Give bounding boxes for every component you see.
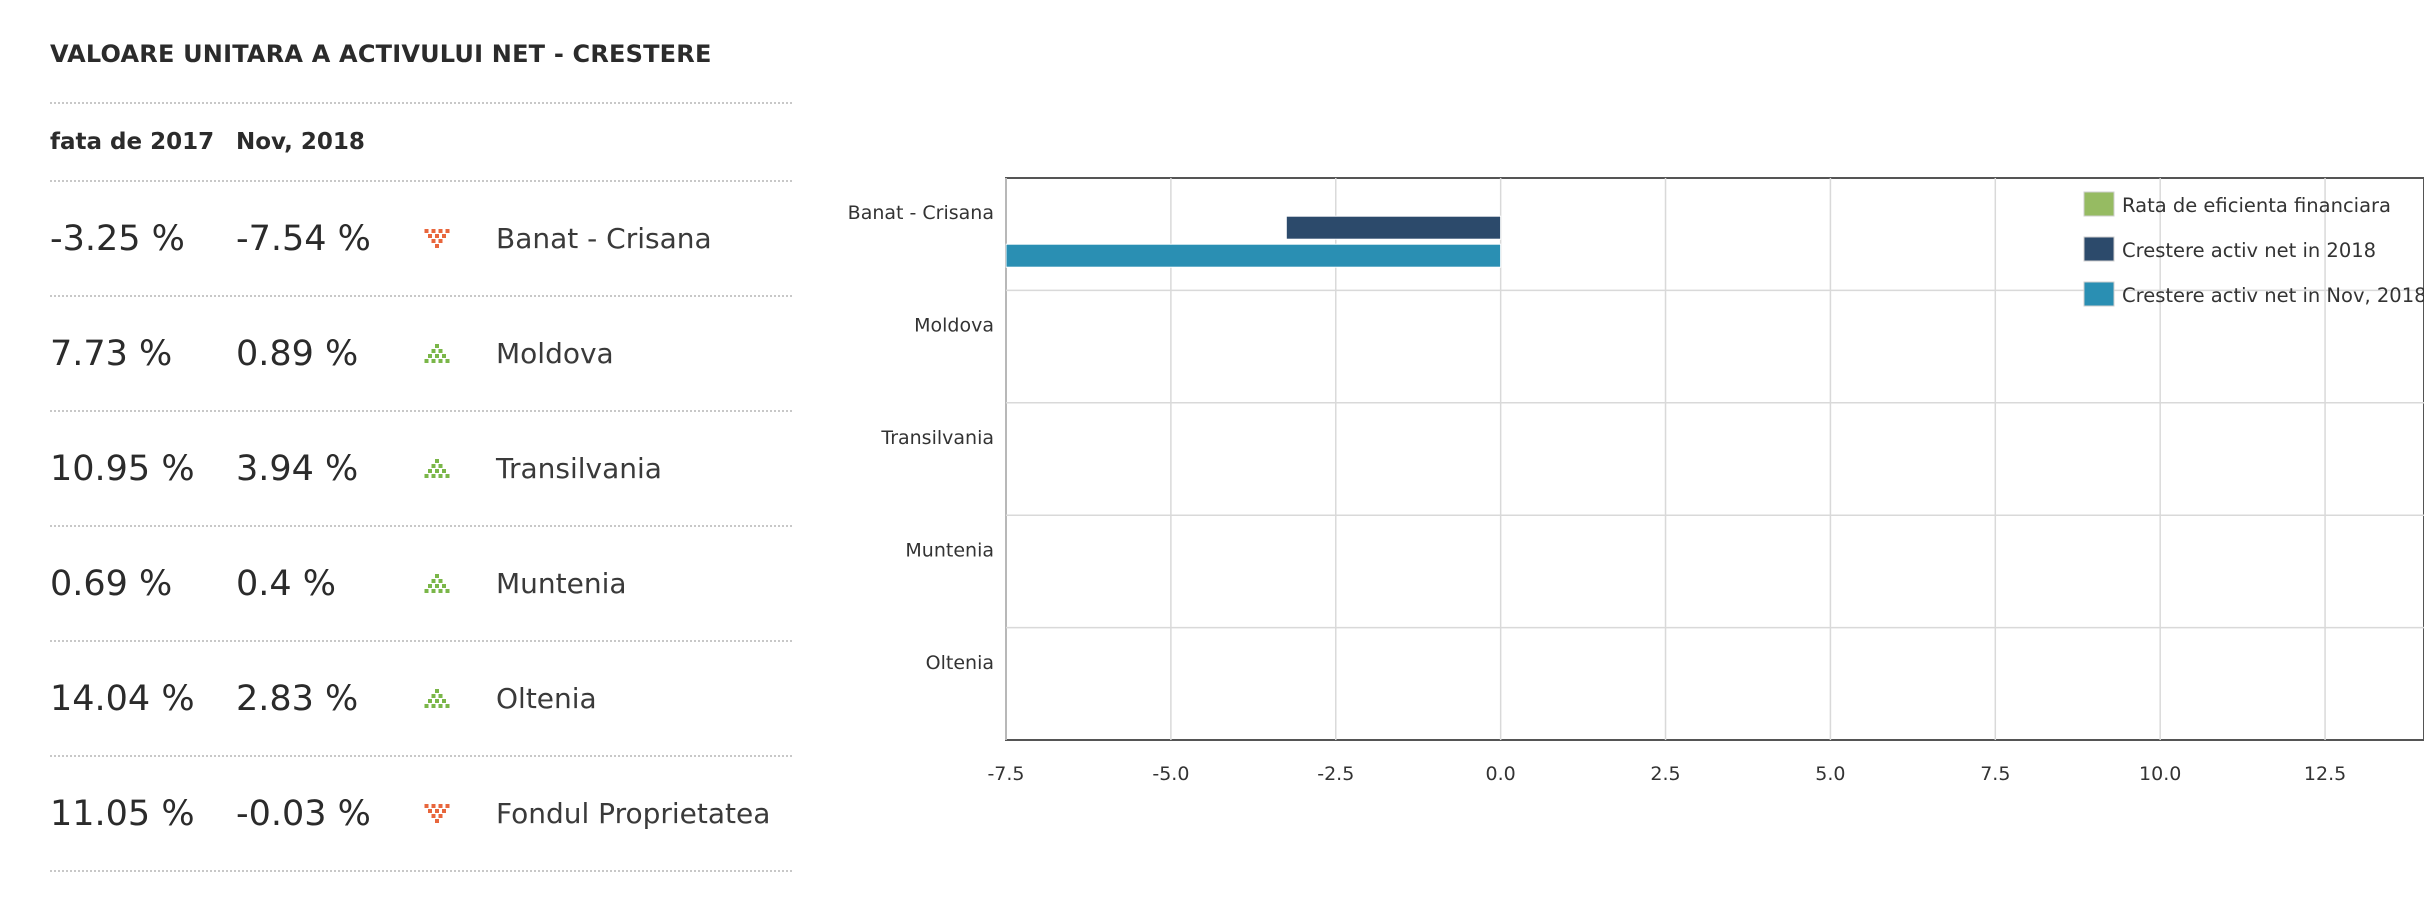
list-item: 0.69 % 0.4 % Muntenia (50, 525, 792, 640)
x-tick-label: 10.0 (2139, 763, 2181, 785)
x-tick-label: -7.5 (987, 763, 1024, 785)
region-list: -3.25 % -7.54 % Banat - Crisana 7.73 % 0… (50, 180, 792, 872)
legend-swatch (2083, 236, 2115, 262)
y-tick-label: Oltenia (926, 652, 994, 674)
y-tick-label: Muntenia (905, 539, 994, 561)
value-nov-2018: 2.83 % (236, 678, 359, 719)
panel-title: VALOARE UNITARA A ACTIVULUI NET - CRESTE… (50, 40, 712, 68)
region-name: Muntenia (496, 567, 627, 600)
value-nov-2018: 0.4 % (236, 563, 337, 604)
legend-label: Crestere activ net in 2018 (2122, 239, 2376, 262)
value-vs-2017: 0.69 % (50, 563, 173, 604)
growth-panel: VALOARE UNITARA A ACTIVULUI NET - CRESTE… (50, 36, 792, 872)
list-item: -3.25 % -7.54 % Banat - Crisana (50, 180, 792, 295)
legend-label: Rata de eficienta financiara (2122, 194, 2391, 217)
value-nov-2018: -7.54 % (236, 218, 371, 259)
col-header-nov-2018: Nov, 2018 (236, 129, 365, 155)
bar-crestere-2018 (1285, 215, 1502, 240)
list-item: 11.05 % -0.03 % Fondul Proprietatea (50, 755, 792, 872)
x-tick-label: 12.5 (2304, 763, 2346, 785)
x-tick-label: 5.0 (1815, 763, 1845, 785)
y-tick-label: Moldova (914, 315, 994, 337)
value-vs-2017: 11.05 % (50, 793, 195, 834)
region-name: Oltenia (496, 682, 597, 715)
value-nov-2018: -0.03 % (236, 793, 371, 834)
bar-chart: -7.5 -5.0 -2.5 0.0 2.5 5.0 7.5 10.0 12.5 Banat - … (840, 160, 2424, 800)
list-item: 7.73 % 0.89 % Moldova (50, 295, 792, 410)
value-vs-2017: 7.73 % (50, 333, 173, 374)
region-name: Moldova (496, 337, 614, 370)
x-tick-label: -5.0 (1152, 763, 1189, 785)
column-headers: fata de 2017 Nov, 2018 (50, 104, 792, 180)
list-item: 14.04 % 2.83 % Oltenia (50, 640, 792, 755)
trend-up-icon (422, 572, 496, 596)
region-name: Banat - Crisana (496, 222, 712, 255)
trend-down-icon (422, 802, 496, 826)
chart-svg: -7.5 -5.0 -2.5 0.0 2.5 5.0 7.5 10.0 12.5 Banat - … (848, 177, 2424, 785)
value-nov-2018: 3.94 % (236, 448, 359, 489)
y-tick-label: Banat - Crisana (848, 202, 994, 224)
region-name: Fondul Proprietatea (496, 797, 771, 830)
region-name: Transilvania (496, 452, 662, 485)
legend-label: Crestere activ net in Nov, 2018 (2122, 284, 2424, 307)
trend-up-icon (422, 687, 496, 711)
list-item: 10.95 % 3.94 % Transilvania (50, 410, 792, 525)
x-tick-label: 0.0 (1486, 763, 1516, 785)
trend-up-icon (422, 457, 496, 481)
value-nov-2018: 0.89 % (236, 333, 359, 374)
x-tick-label: 2.5 (1650, 763, 1680, 785)
value-vs-2017: 10.95 % (50, 448, 195, 489)
title-divider (50, 102, 792, 104)
x-tick-label: -2.5 (1317, 763, 1354, 785)
trend-down-icon (422, 227, 496, 251)
trend-up-icon (422, 342, 496, 366)
legend-swatch (2083, 191, 2115, 217)
value-vs-2017: -3.25 % (50, 218, 185, 259)
x-tick-label: 7.5 (1980, 763, 2010, 785)
bar-crestere-nov-2018 (1005, 243, 1502, 268)
value-vs-2017: 14.04 % (50, 678, 195, 719)
col-header-2017: fata de 2017 (50, 129, 215, 155)
y-tick-label: Transilvania (880, 427, 994, 449)
legend-swatch (2083, 281, 2115, 307)
